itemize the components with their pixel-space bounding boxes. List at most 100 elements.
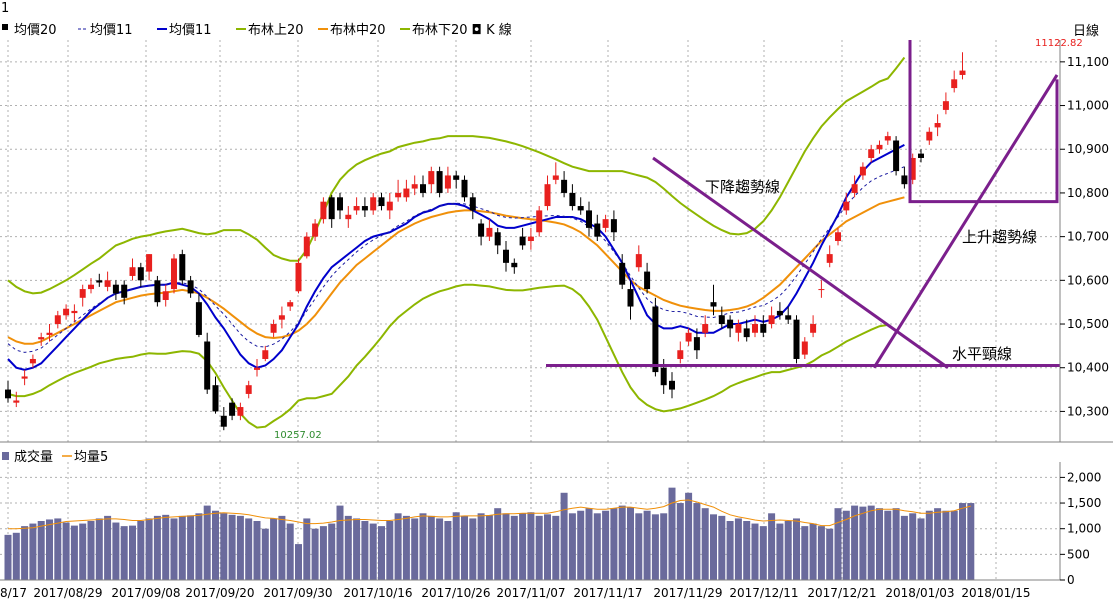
volume-bar [776,523,784,580]
candle-body [361,206,368,211]
date-tick-label: 2017/12/21 [807,586,876,600]
volume-bar [37,521,45,580]
candle-body [494,232,501,246]
candlestick-series [5,52,966,431]
volume-bars [4,487,975,580]
candle-body [262,350,269,359]
volume-bar [809,523,817,580]
volume-tick-label: 1,500 [1067,496,1101,510]
candle-body [112,284,119,294]
neckline-label: 水平頸線 [952,345,1012,363]
candle-body [918,153,924,158]
candle-body [793,319,800,359]
volume-bar [585,508,593,580]
candle-body [303,236,310,257]
volume-ma [8,499,971,530]
candle-body [951,79,958,89]
candle-body [295,262,302,292]
volume-bar [104,515,112,580]
candle-body [154,280,161,303]
date-tick-label: 2017/12/11 [729,586,798,600]
corner-label: 1 [1,1,9,16]
candle-body [403,188,410,198]
legend-label: 均價11 [169,23,212,38]
breakout-box [908,40,1059,204]
candle-body [934,123,941,128]
candle-body [909,157,916,180]
volume-bar [618,505,626,580]
volume-bar [54,518,62,580]
volume-bar [228,514,236,580]
candle-body [727,319,734,329]
candle-body [843,201,850,211]
candle-body [88,284,94,290]
candle-body [801,341,808,355]
date-tick-label: 2018/01/03 [885,586,954,600]
date-tick-label: 2017/10/16 [343,586,412,600]
candle-body [610,219,617,233]
date-tick-label: 2018/01/15 [961,586,1030,600]
candle-body [644,271,651,290]
volume-bar [79,523,87,580]
candle-body [328,197,335,220]
date-tick-label: 8/17 [0,586,27,600]
volume-bar [212,510,219,580]
volume-bar [602,510,610,580]
volume-bar [743,521,751,580]
volume-ma5-line [8,499,971,530]
volume-bar [137,521,145,580]
candle-body [478,223,485,237]
candle-body [179,254,186,281]
volume-bar [369,523,377,580]
candle-body [420,184,426,193]
candle-body [876,144,883,150]
candle-body [785,315,792,320]
volume-bar [867,505,875,580]
price-tick-label: 10,400 [1067,361,1109,375]
volume-bar [270,518,278,580]
price-tick-label: 10,800 [1067,186,1109,200]
candle-body [469,197,476,211]
volume-bar [427,515,435,580]
candle-body [851,184,858,193]
volume-bar [278,515,286,580]
volume-bar [411,518,419,580]
candle-body [619,262,626,285]
volume-bar [718,515,726,580]
volume-bar [46,519,53,580]
ma11-dashed-line [7,166,905,353]
volume-bar [286,523,294,580]
volume-bar [759,526,767,580]
volume-bar [535,515,543,580]
date-tick-label: 2017/11/07 [496,586,565,600]
volume-bar [112,522,120,580]
date-tick-label: 2017/11/29 [653,586,722,600]
candle-body [586,210,592,228]
volume-tick-labels: 0 500 1,000 1,500 2,000 [1060,470,1101,587]
volume-bar [436,518,444,580]
volume-bar [527,512,535,580]
volume-bar [568,513,576,580]
volume-bar [203,505,211,580]
candle-body [79,289,86,298]
candle-body [204,341,211,390]
volume-bar [851,505,859,580]
candle-body [337,197,343,211]
candle-body [254,367,260,370]
candle-body [386,201,393,211]
date-tick-label: 2017/09/20 [185,586,254,600]
candle-body [63,308,70,316]
candle-body [810,324,817,333]
candle-body [229,402,236,416]
candle-body [627,289,634,307]
candle-body [702,324,709,333]
volume-bar [162,514,170,580]
volume-bar [303,518,311,580]
candle-body [893,140,900,172]
volume-bar [311,528,319,580]
volume-bar [319,526,327,580]
volume-bar [187,515,195,580]
candle-body [21,376,28,379]
date-tick-label: 2017/08/29 [33,586,102,600]
candle-body [187,280,194,294]
